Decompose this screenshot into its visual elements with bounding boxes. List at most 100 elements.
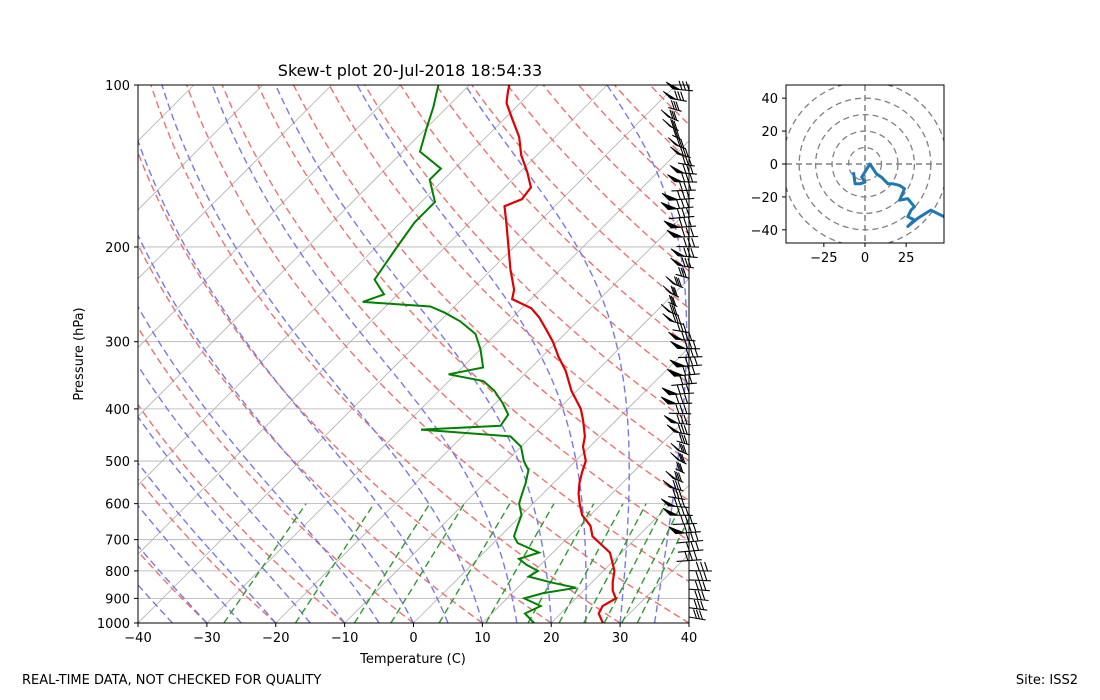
barb-feather: [692, 609, 698, 619]
barb-feather: [683, 434, 688, 445]
wind-barb: [670, 452, 687, 465]
barb-feather: [675, 101, 680, 111]
moist-adiabat-line: [138, 233, 415, 623]
barb-feather: [670, 285, 675, 295]
barb-feather: [676, 208, 681, 218]
barb-staff: [671, 382, 697, 386]
barb-feather: [695, 541, 700, 551]
mixing-ratio-line: [223, 503, 307, 623]
y-tick-label: 400: [105, 403, 130, 418]
barb-feather: [672, 488, 677, 499]
barb-feather: [701, 590, 706, 601]
barb-feather: [680, 330, 686, 341]
barb-feather: [678, 138, 683, 148]
wind-barb: [672, 128, 682, 141]
x-tick-label: −40: [124, 631, 151, 646]
barb-feather: [684, 356, 689, 367]
wind-barb: [669, 356, 703, 368]
moist-adiabat-line: [138, 138, 449, 623]
barb-feather: [693, 599, 698, 609]
moist-adiabat-line: [138, 415, 311, 623]
barb-feather: [680, 138, 685, 149]
barb-feather: [677, 277, 682, 288]
barb-feather: [678, 489, 683, 500]
x-tick-label: −10: [331, 631, 358, 646]
barb-feather: [696, 600, 702, 610]
mixing-ratio-line: [485, 503, 555, 623]
barb-feather: [684, 506, 689, 516]
barb-feather: [670, 100, 675, 110]
barb-feather: [691, 237, 696, 248]
barb-feather: [680, 267, 685, 277]
mixing-ratio-line: [438, 503, 511, 623]
barb-pennant: [667, 137, 680, 147]
barb-pennant: [668, 526, 685, 535]
wind-barb: [662, 90, 687, 102]
barb-pennant: [662, 507, 679, 516]
barb-feather: [694, 580, 699, 591]
dry-adiabat-line: [221, 85, 689, 583]
barb-pennant: [661, 387, 678, 396]
y-tick-label: 100: [105, 79, 130, 94]
skewt-profiles: [362, 85, 618, 623]
hodograph-panel: −25 0 25 40 20 0 −20 −40: [751, 84, 945, 266]
barb-feather: [694, 531, 699, 542]
wind-barb: [663, 217, 697, 229]
isotherm-line: [344, 278, 689, 623]
barb-feather: [682, 147, 687, 157]
x-tick-label: 30: [612, 631, 629, 646]
barb-feather: [674, 470, 679, 481]
dry-adiabat-line: [138, 403, 346, 623]
barb-feather: [680, 91, 685, 101]
hodo-x-tick-label: −25: [810, 251, 837, 266]
barb-feather: [684, 257, 689, 268]
wind-barb: [670, 442, 689, 456]
barb-feather: [704, 561, 709, 572]
barb-feather: [683, 247, 688, 257]
mixing-ratio-line: [353, 503, 431, 623]
barb-feather: [673, 111, 678, 121]
y-tick-label: 300: [105, 336, 130, 351]
barb-feather: [693, 550, 698, 561]
barb-feather: [681, 227, 686, 238]
isotherm-line: [206, 140, 689, 623]
hodograph-content: [786, 85, 944, 243]
barb-feather: [681, 434, 686, 444]
dewpoint-trace: [362, 85, 577, 623]
wind-barb: [668, 404, 692, 415]
isotherm-line: [138, 85, 470, 417]
barb-feather: [678, 217, 683, 228]
barb-feather: [685, 172, 690, 183]
mixing-ratio-line: [603, 503, 667, 623]
barb-pennant: [665, 276, 677, 286]
barb-pennant: [666, 229, 683, 238]
barb-pennant: [670, 257, 684, 267]
moist-adiabat-line: [211, 85, 518, 623]
dry-adiabat-line: [649, 85, 689, 126]
x-tick-label: 40: [681, 631, 698, 646]
isotherm-line: [758, 85, 1100, 623]
moist-adiabat-line: [356, 85, 587, 623]
x-axis-label: Temperature (C): [359, 652, 466, 667]
wind-barb: [676, 237, 700, 248]
barb-feather: [680, 198, 685, 209]
hodograph-trace: [852, 162, 944, 228]
barb-feather: [688, 331, 693, 341]
dry-adiabat-line: [328, 85, 689, 462]
dry-adiabat-line: [399, 85, 689, 385]
barb-feather: [694, 590, 699, 600]
barb-feather: [687, 156, 693, 166]
wind-barb: [669, 164, 697, 175]
y-tick-label: 1000: [97, 617, 130, 632]
barb-feather: [674, 129, 679, 139]
barb-feather: [692, 339, 697, 349]
hodograph-ring: [814, 113, 916, 215]
barb-feather: [674, 90, 679, 100]
barb-feather: [679, 463, 684, 473]
barb-feather: [679, 322, 684, 332]
barb-feather: [676, 137, 681, 147]
barb-feather: [672, 128, 677, 138]
barb-feather: [683, 425, 688, 435]
barb-feather: [683, 414, 688, 425]
